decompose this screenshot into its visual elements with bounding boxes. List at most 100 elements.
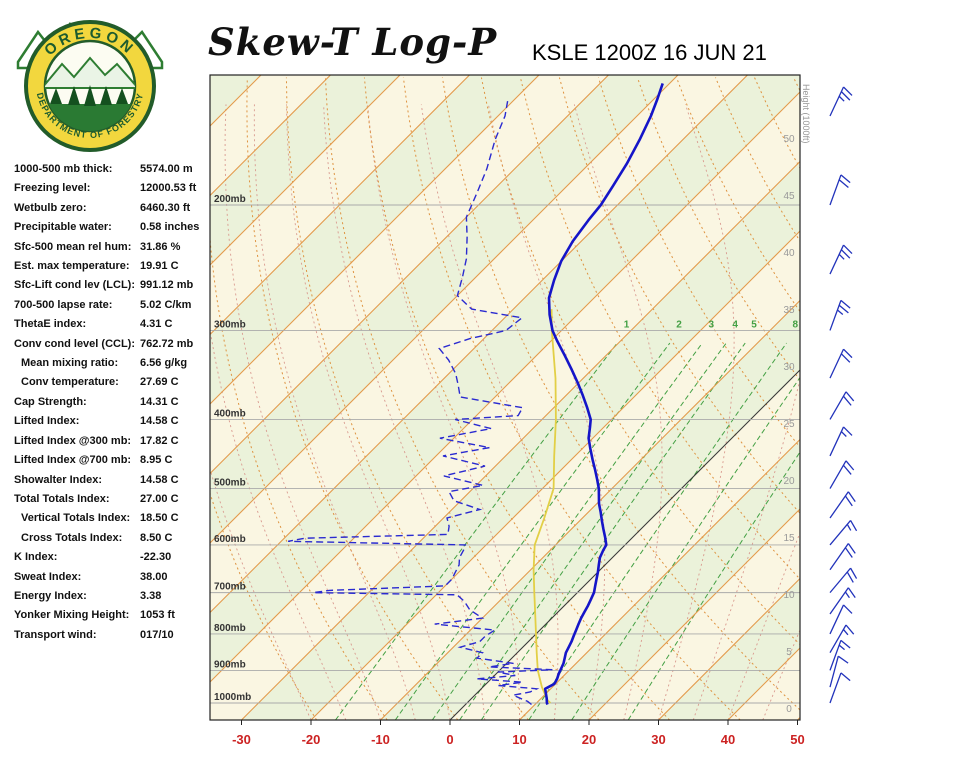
stat-label: Sweat Index: xyxy=(14,570,82,583)
pressure-label: 600mb xyxy=(214,534,246,545)
stat-value: 17.82 C xyxy=(140,434,179,447)
stats-panel: 1000-500 mb thick: 5574.00 m Freezing leve… xyxy=(14,160,216,645)
height-tick-label: 10 xyxy=(783,590,795,601)
stat-row: Energy Index: 3.38 xyxy=(14,587,216,606)
temp-tick-label: 0 xyxy=(446,732,453,747)
stat-row: Lifted Index @300 mb: 17.82 C xyxy=(14,432,216,451)
station-datetime: KSLE 1200Z 16 JUN 21 xyxy=(532,40,767,65)
logo-tree xyxy=(50,88,62,104)
stat-value: 8.95 C xyxy=(140,454,173,467)
pressure-label: 400mb xyxy=(214,408,246,419)
height-tick-label: 45 xyxy=(783,191,795,202)
stat-value: 8.50 C xyxy=(140,531,173,544)
stat-value: 6460.30 ft xyxy=(140,201,191,214)
height-tick-label: 50 xyxy=(783,134,795,145)
mixing-ratio-label: 2 xyxy=(676,319,682,330)
height-tick-label: 30 xyxy=(783,362,795,373)
stat-value: 017/10 xyxy=(140,628,174,641)
stat-label: Sfc-500 mean rel hum: xyxy=(14,240,132,253)
stat-row: Vertical Totals Index: 18.50 C xyxy=(14,509,216,528)
stat-value: 12000.53 ft xyxy=(140,182,197,195)
logo-tree xyxy=(116,88,128,104)
height-tick-label: 20 xyxy=(783,476,795,487)
height-tick-label: 0 xyxy=(786,704,792,715)
stat-value: -22.30 xyxy=(140,551,172,564)
stat-value: 5574.00 m xyxy=(140,163,193,175)
stat-label: Energy Index: xyxy=(14,589,87,602)
height-axis-title: Height (1000ft) xyxy=(801,84,811,144)
stat-label: ThetaE index: xyxy=(14,318,87,331)
stat-value: 14.31 C xyxy=(140,395,179,408)
stat-label: K Index: xyxy=(14,551,58,564)
stat-row: K Index: -22.30 xyxy=(14,548,216,567)
height-tick-label: 5 xyxy=(786,647,792,658)
stat-value: 27.69 C xyxy=(140,376,179,389)
logo-tree xyxy=(100,86,112,105)
temp-tick-label: -30 xyxy=(232,732,251,747)
stat-label: Showalter Index: xyxy=(14,473,103,486)
stat-label: Total Totals Index: xyxy=(14,492,110,505)
stat-value: 991.12 mb xyxy=(140,279,194,292)
stat-label: Cross Totals Index: xyxy=(21,531,123,544)
stat-label: Lifted Index: xyxy=(14,415,80,428)
temp-tick-label: -20 xyxy=(302,732,321,747)
stat-value: 31.86 % xyxy=(140,240,181,253)
stat-row: Total Totals Index: 27.00 C xyxy=(14,490,216,509)
stat-value: 19.91 C xyxy=(140,260,179,273)
isotherms xyxy=(210,75,800,720)
stat-row: Sweat Index: 38.00 xyxy=(14,568,216,587)
stat-label: 700-500 lapse rate: xyxy=(14,298,113,311)
stat-row: Transport wind: 017/10 xyxy=(14,626,216,645)
logo-tree xyxy=(84,85,96,106)
pressure-label: 800mb xyxy=(214,623,246,634)
parcel-trace xyxy=(532,309,557,704)
stat-value: 27.00 C xyxy=(140,492,179,505)
mixing-ratio-lines xyxy=(335,342,800,720)
pressure-label: 1000mb xyxy=(214,692,251,703)
stat-value: 3.38 xyxy=(140,589,162,602)
stat-value: 6.56 g/kg xyxy=(140,357,188,370)
stat-label: Conv cond level (CCL): xyxy=(14,337,136,350)
stat-label: Vertical Totals Index: xyxy=(21,512,131,525)
temp-tick-label: 50 xyxy=(790,732,804,747)
stat-value: 38.00 xyxy=(140,570,168,583)
stat-value: 1053 ft xyxy=(140,609,175,622)
stat-row: Sfc-500 mean rel hum: 31.86 % xyxy=(14,238,216,257)
stat-label: Wetbulb zero: xyxy=(14,201,87,214)
temp-tick-label: 20 xyxy=(582,732,596,747)
odf-logo: OREGON DEPARTMENT OF FORESTRY xyxy=(16,10,164,158)
plot-frame xyxy=(209,74,801,721)
mixing-ratio-label: 5 xyxy=(751,319,757,330)
dry-adiabats xyxy=(210,77,800,720)
mixing-ratio-label: 3 xyxy=(709,319,715,330)
axis-labels: -30 -20 -10 0 10 20 30 40 5005101520253035404550… xyxy=(232,84,811,747)
stat-row: Lifted Index @700 mb: 8.95 C xyxy=(14,451,216,470)
stat-value: 762.72 mb xyxy=(140,337,194,350)
stat-row: Wetbulb zero: 6460.30 ft xyxy=(14,199,216,218)
stat-row: Est. max temperature: 19.91 C xyxy=(14,257,216,276)
stat-row: Cap Strength: 14.31 C xyxy=(14,393,216,412)
pressure-label: 700mb xyxy=(214,582,246,593)
sounding-traces xyxy=(287,82,664,706)
stat-value: 18.50 C xyxy=(140,512,179,525)
stat-row: Lifted Index: 14.58 C xyxy=(14,412,216,431)
stat-value: 14.58 C xyxy=(140,473,179,486)
stat-row: Conv temperature: 27.69 C xyxy=(14,373,216,392)
stat-row: 1000-500 mb thick: 5574.00 m xyxy=(14,160,216,179)
pressure-grid: 200mb 300mb 400mb 500mb 600mb 700mb 800mb 900mb… xyxy=(210,194,800,704)
stat-row: Showalter Index: 14.58 C xyxy=(14,471,216,490)
pressure-label: 200mb xyxy=(214,194,246,205)
dewpoint-trace xyxy=(287,98,553,706)
stat-label: 1000-500 mb thick: xyxy=(14,163,113,175)
stat-row: Conv cond level (CCL): 762.72 mb xyxy=(14,335,216,354)
temp-tick-label: 10 xyxy=(512,732,526,747)
stat-label: Mean mixing ratio: xyxy=(21,357,119,370)
height-tick-label: 25 xyxy=(783,419,795,430)
stat-row: 700-500 lapse rate: 5.02 C/km xyxy=(14,296,216,315)
odf-logo-graphic: OREGON DEPARTMENT OF FORESTRY xyxy=(16,20,164,152)
height-tick-label: 15 xyxy=(783,533,795,544)
stat-label: Transport wind: xyxy=(14,628,97,641)
temp-tick-label: 30 xyxy=(651,732,665,747)
stat-label: Freezing level: xyxy=(14,182,91,195)
